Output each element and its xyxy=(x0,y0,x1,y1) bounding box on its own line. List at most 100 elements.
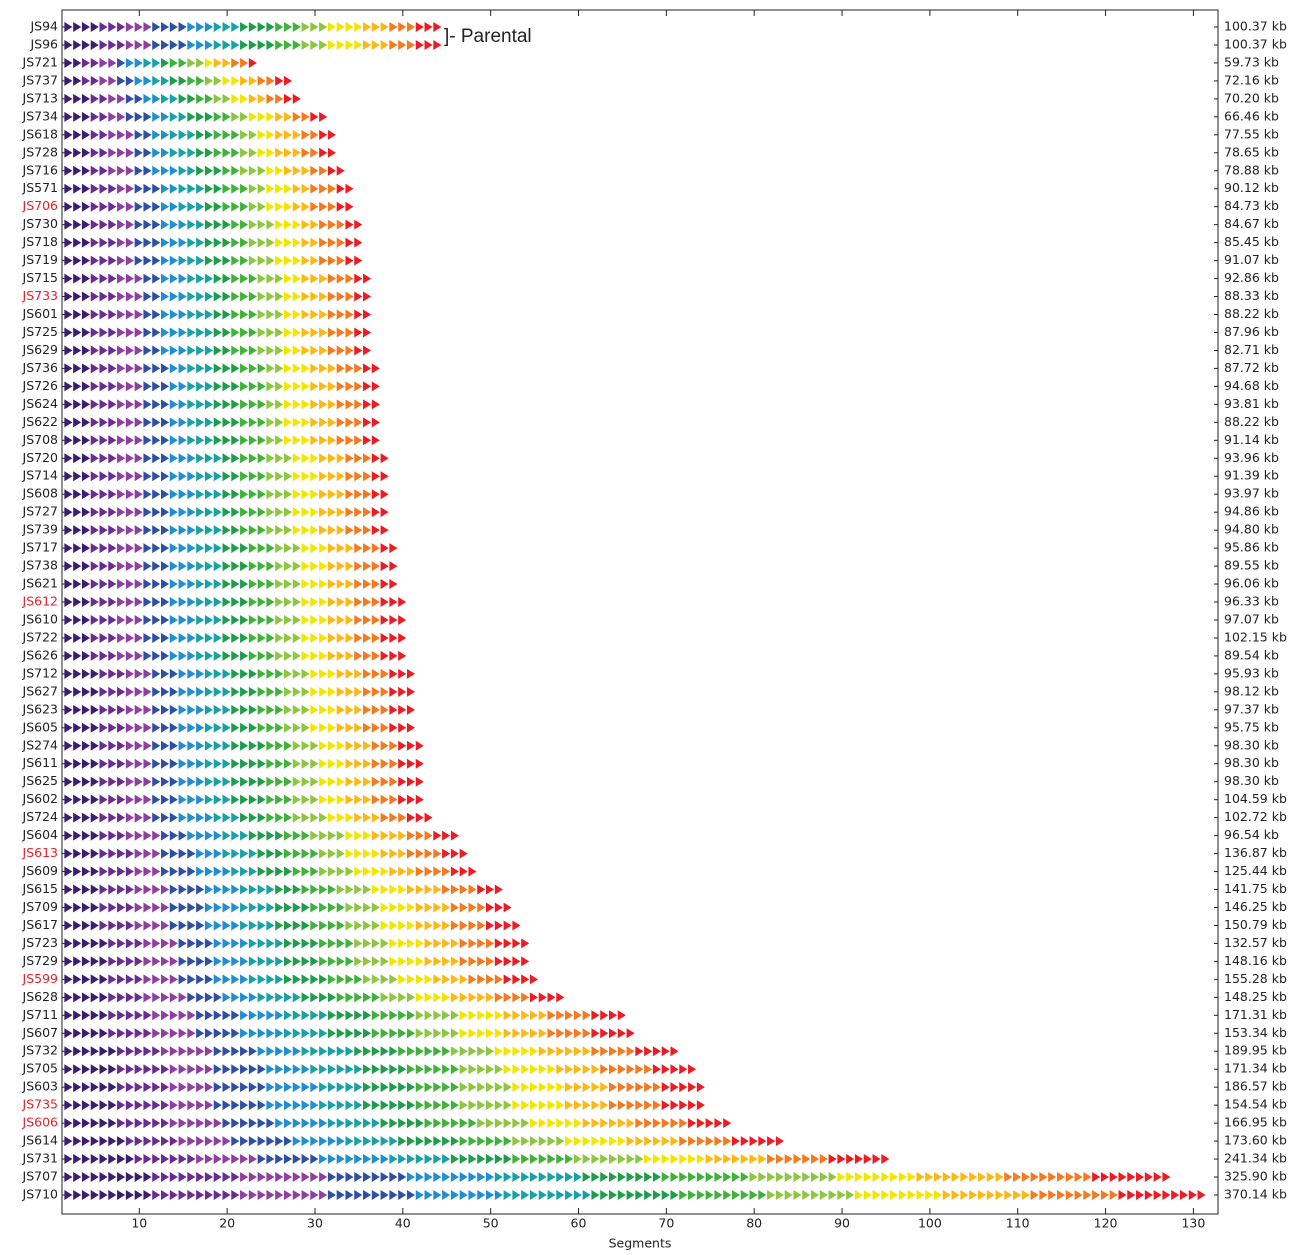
segment xyxy=(363,417,372,428)
segment xyxy=(160,938,170,949)
segment xyxy=(538,1046,547,1057)
row-label: JS94 xyxy=(29,19,58,34)
segment xyxy=(213,525,222,536)
segment xyxy=(283,597,293,608)
segment xyxy=(204,848,214,859)
segment xyxy=(424,884,433,895)
size-label: 66.46 kb xyxy=(1224,108,1279,123)
segment xyxy=(468,1082,477,1093)
segment xyxy=(327,1154,336,1165)
segment xyxy=(187,848,196,859)
segment xyxy=(521,1172,530,1183)
segment xyxy=(64,57,73,68)
segment xyxy=(257,399,266,410)
segment xyxy=(90,740,99,751)
segment xyxy=(380,561,389,572)
segment xyxy=(380,704,389,715)
segment xyxy=(178,417,187,428)
segment xyxy=(363,614,372,625)
segment xyxy=(415,1136,424,1147)
segment xyxy=(231,1100,240,1111)
segment xyxy=(196,1154,205,1165)
segment xyxy=(240,920,249,931)
segment xyxy=(152,614,161,625)
segment xyxy=(292,632,301,643)
size-label: 150.79 kb xyxy=(1224,917,1287,932)
segment xyxy=(582,1028,591,1039)
segment xyxy=(433,938,442,949)
segment xyxy=(81,1100,91,1111)
segment xyxy=(178,1082,187,1093)
segment xyxy=(652,1190,661,1200)
segment xyxy=(99,668,108,679)
segment xyxy=(99,489,108,500)
segment xyxy=(1004,1172,1013,1183)
segment xyxy=(240,758,249,769)
segment xyxy=(389,614,398,625)
segment xyxy=(152,1082,161,1093)
segment xyxy=(169,183,178,194)
segment xyxy=(345,812,354,823)
segment xyxy=(363,884,372,895)
segment xyxy=(292,471,301,482)
segment xyxy=(363,543,372,554)
segment-row xyxy=(64,165,345,176)
segment xyxy=(389,794,398,805)
segment xyxy=(152,650,161,661)
segment xyxy=(424,902,433,913)
segment xyxy=(90,399,99,410)
segment xyxy=(187,704,196,715)
segment xyxy=(872,1172,881,1183)
segment xyxy=(477,884,486,895)
size-label: 93.97 kb xyxy=(1224,486,1279,501)
segment-row xyxy=(64,1136,784,1147)
segment xyxy=(398,866,407,877)
segment xyxy=(573,1154,582,1165)
segment xyxy=(547,1100,556,1111)
segment xyxy=(336,417,345,428)
segment xyxy=(160,471,170,482)
size-label: 85.45 kb xyxy=(1224,234,1279,249)
segment xyxy=(398,830,407,841)
row-label: JS722 xyxy=(22,629,58,644)
segment xyxy=(117,866,126,877)
segment xyxy=(73,381,82,392)
segment xyxy=(380,22,389,32)
segment xyxy=(213,992,222,1003)
segment xyxy=(310,974,319,985)
segment xyxy=(160,956,170,967)
segment xyxy=(275,399,284,410)
segment xyxy=(380,830,389,841)
segment xyxy=(310,956,319,967)
segment xyxy=(1109,1190,1118,1200)
segment xyxy=(81,1154,91,1165)
segment xyxy=(117,1118,126,1129)
segment xyxy=(152,830,161,841)
segment xyxy=(125,686,134,697)
segment xyxy=(204,597,214,608)
segment-row xyxy=(64,417,380,428)
segment xyxy=(169,201,178,212)
segment xyxy=(178,507,187,518)
segment xyxy=(90,237,99,248)
segment xyxy=(292,1046,301,1057)
segment xyxy=(336,219,345,230)
segment xyxy=(319,381,328,392)
segment xyxy=(292,740,301,751)
segment xyxy=(916,1190,925,1200)
segment xyxy=(143,561,152,572)
segment xyxy=(477,938,486,949)
segment xyxy=(196,992,205,1003)
segment xyxy=(336,1082,345,1093)
segment xyxy=(319,435,328,446)
segment xyxy=(73,435,82,446)
segment xyxy=(547,1154,556,1165)
segment xyxy=(125,812,134,823)
segment xyxy=(187,1100,196,1111)
segment xyxy=(108,507,117,518)
segment xyxy=(196,291,205,302)
segment xyxy=(837,1154,846,1165)
segment xyxy=(433,1082,442,1093)
segment xyxy=(196,956,205,967)
segment xyxy=(301,219,310,230)
